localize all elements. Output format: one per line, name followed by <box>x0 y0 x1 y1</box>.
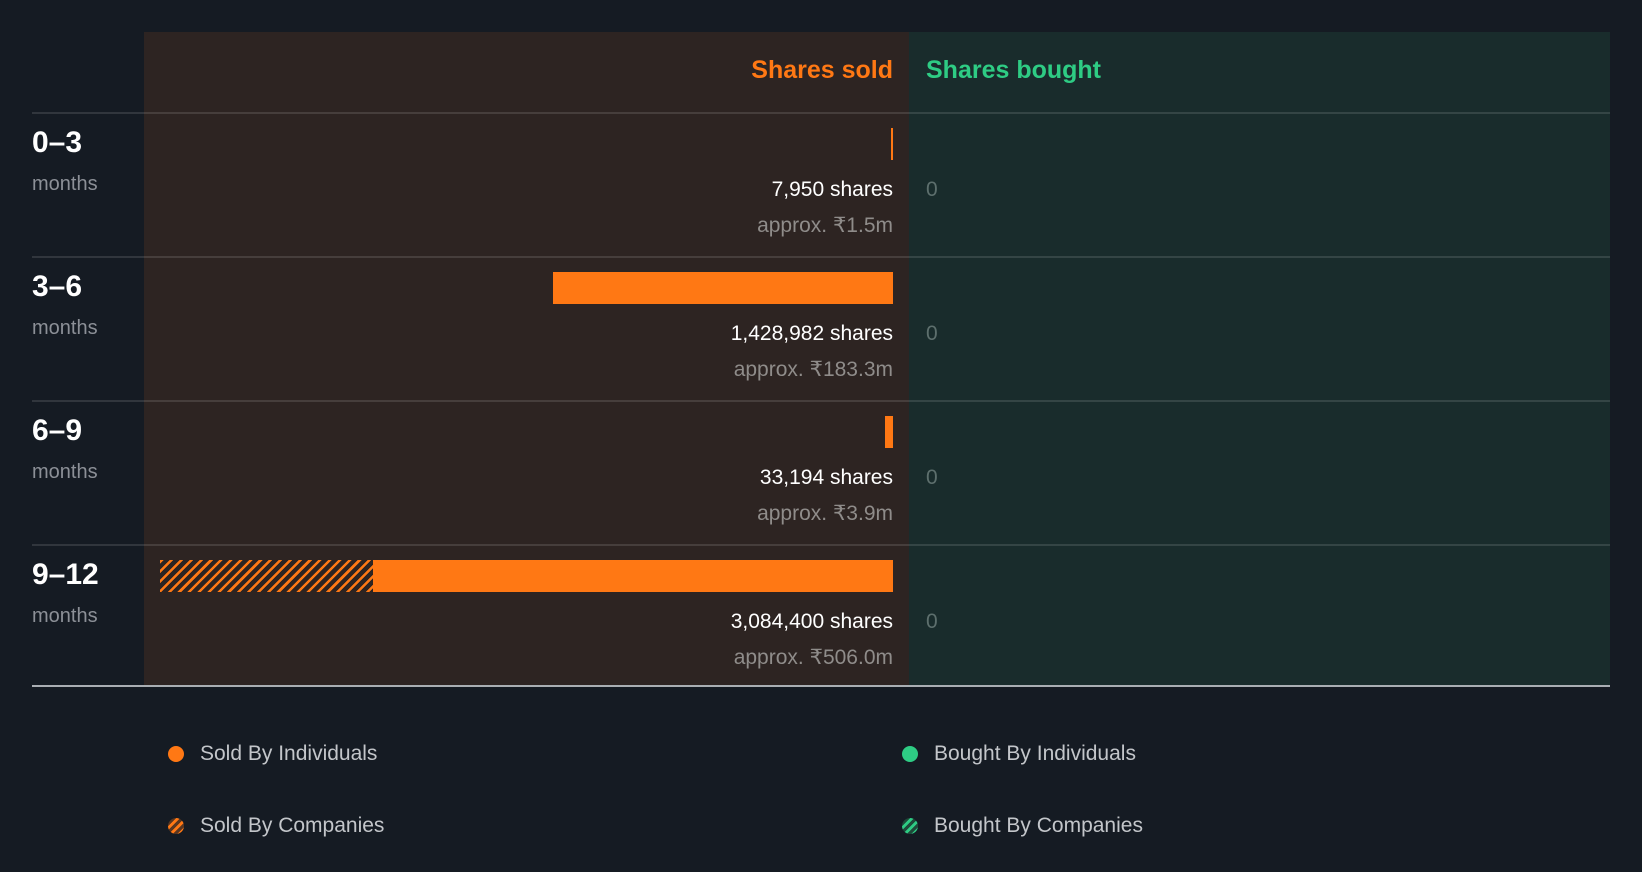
legend-label: Sold By Companies <box>200 814 385 837</box>
sold-by-individuals-bar <box>891 128 893 160</box>
row-divider <box>32 256 1610 258</box>
hatched-green-dot-icon <box>902 818 918 834</box>
shares-bought-header: Shares bought <box>926 56 1102 84</box>
sold-bar <box>891 128 893 160</box>
period-range: 9–12 <box>32 558 99 591</box>
sold-bar <box>553 272 893 304</box>
sold-bar <box>885 416 893 448</box>
period-range: 6–9 <box>32 414 83 447</box>
row-divider <box>32 400 1610 402</box>
legend-sold-by-companies: Sold By Companies <box>168 811 384 841</box>
shares-bought-panel <box>909 32 1610 686</box>
hatched-orange-dot-icon <box>168 818 184 834</box>
row-divider <box>32 544 1610 546</box>
chart-baseline <box>32 685 1610 687</box>
period-row: 0–3 months 7,950 shares approx. ₹1.5m 0 <box>0 113 1642 257</box>
shares-sold-count: 33,194 shares <box>759 466 893 489</box>
shares-bought-count: 0 <box>926 322 938 345</box>
sold-by-companies-bar <box>160 560 373 592</box>
shares-sold-count: 7,950 shares <box>771 178 893 201</box>
period-range: 3–6 <box>32 270 83 303</box>
period-unit: months <box>32 605 98 627</box>
shares-bought-count: 0 <box>926 178 938 201</box>
legend-sold-by-individuals: Sold By Individuals <box>168 739 377 769</box>
shares-sold-header: Shares sold <box>751 56 893 84</box>
sold-by-individuals-bar <box>885 416 893 448</box>
legend-label: Sold By Individuals <box>200 742 378 765</box>
shares-sold-value: approx. ₹506.0m <box>733 646 893 669</box>
legend-label: Bought By Individuals <box>934 742 1136 765</box>
sold-by-individuals-bar <box>373 560 893 592</box>
shares-sold-value: approx. ₹3.9m <box>757 502 893 525</box>
shares-sold-value: approx. ₹1.5m <box>757 214 893 237</box>
shares-sold-count: 1,428,982 shares <box>730 322 893 345</box>
legend-bought-by-companies: Bought By Companies <box>902 811 1143 841</box>
period-unit: months <box>32 461 98 483</box>
period-unit: months <box>32 173 98 195</box>
solid-orange-dot-icon <box>168 746 184 762</box>
sold-by-individuals-bar <box>553 272 893 304</box>
period-row: 3–6 months 1,428,982 shares approx. ₹183… <box>0 257 1642 401</box>
sold-bar <box>160 560 893 592</box>
shares-sold-count: 3,084,400 shares <box>730 610 893 633</box>
shares-sold-value: approx. ₹183.3m <box>733 358 893 381</box>
solid-green-dot-icon <box>902 746 918 762</box>
period-range: 0–3 <box>32 126 83 159</box>
row-divider <box>32 112 1610 114</box>
period-unit: months <box>32 317 98 339</box>
legend-label: Bought By Companies <box>934 814 1143 837</box>
period-row: 6–9 months 33,194 shares approx. ₹3.9m 0 <box>0 401 1642 545</box>
period-row: 9–12 months 3,084,400 shares approx. ₹50… <box>0 545 1642 689</box>
shares-bought-count: 0 <box>926 466 938 489</box>
legend-bought-by-individuals: Bought By Individuals <box>902 739 1136 769</box>
shares-bought-count: 0 <box>926 610 938 633</box>
